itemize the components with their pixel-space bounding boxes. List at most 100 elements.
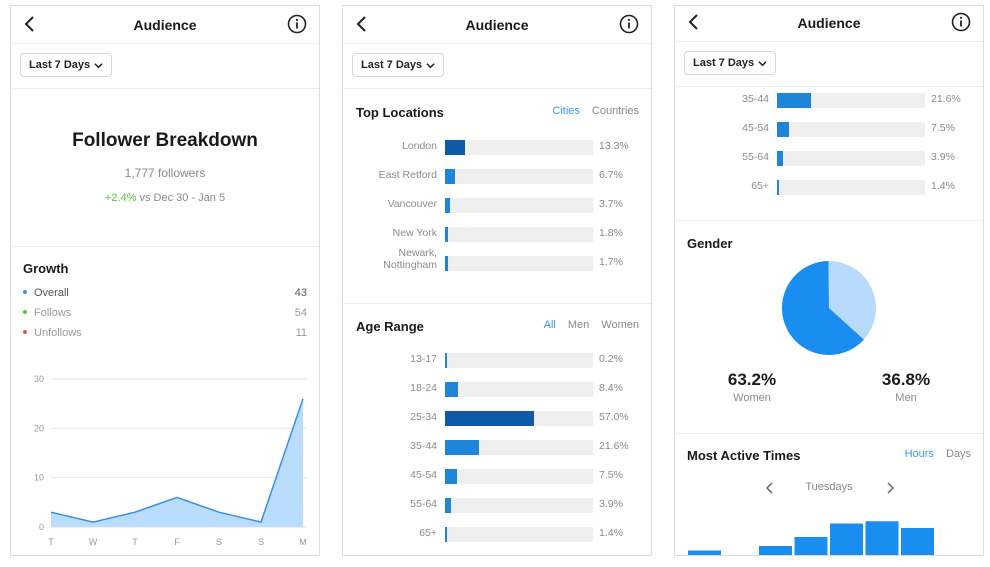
bar-row: 65+ 1.4% [343, 524, 651, 544]
bar-row: 55-64 3.9% [343, 495, 651, 515]
bar-row: 13-17 0.2% [343, 350, 651, 370]
page-title: Audience [133, 17, 197, 33]
chevron-left-icon[interactable] [765, 481, 775, 495]
bar-track [777, 93, 925, 108]
delta-period: vs Dec 30 - Jan 5 [136, 192, 226, 204]
tab-days[interactable]: Days [945, 448, 971, 460]
chevron-down-icon [94, 62, 103, 68]
bar-track [445, 227, 593, 242]
chevron-down-icon [758, 60, 767, 66]
bar-fill [445, 440, 479, 455]
bar-track [445, 353, 593, 368]
bar-track [445, 256, 593, 271]
x-tick-label: M [299, 537, 307, 547]
info-icon[interactable] [951, 12, 971, 32]
bar-row: 45-54 7.5% [343, 466, 651, 486]
women-percent: 63.2% [727, 370, 777, 389]
tab-men[interactable]: Men [567, 319, 590, 331]
bar-row: Newark, Nottingham 1.7% [343, 247, 651, 273]
bar-label: 35-44 [742, 93, 769, 105]
date-range-dropdown[interactable]: Last 7 Days [352, 53, 445, 77]
date-range-dropdown[interactable]: Last 7 Days [20, 53, 113, 77]
info-icon[interactable] [619, 14, 639, 34]
bar-percent: 7.5% [599, 469, 623, 481]
bar-row: 35-44 21.6% [343, 437, 651, 457]
bar-percent: 8.4% [599, 382, 623, 394]
bar-fill [445, 169, 455, 184]
bar-track [777, 180, 925, 195]
date-range-label: Last 7 Days [29, 59, 91, 71]
bar-fill [777, 180, 780, 195]
growth-area [51, 398, 303, 527]
hour-bar [759, 546, 792, 555]
bar-fill [445, 198, 451, 213]
hour-bar [865, 521, 899, 555]
bar-row: 65+ 1.4% [675, 177, 983, 197]
legend-follows: Follows 54 [23, 307, 307, 323]
tab-women[interactable]: Women [601, 319, 639, 331]
legend-overall: Overall 43 [23, 287, 307, 303]
bar-label: East Retford [378, 169, 437, 181]
top-bar: Audience [11, 6, 319, 44]
bar-fill [445, 353, 447, 368]
bar-label: 65+ [419, 527, 437, 539]
bar-track [445, 440, 593, 455]
delta-value: +2.4% [104, 192, 137, 204]
bar-track [445, 469, 593, 484]
back-arrow-icon[interactable] [685, 13, 703, 31]
top-locations-title: Top Locations [356, 105, 444, 120]
legend-unfollows-value: 11 [295, 327, 307, 339]
bar-track [777, 151, 925, 166]
chevron-down-icon [426, 62, 435, 68]
bar-fill [777, 93, 811, 108]
women-label: Women [733, 392, 771, 404]
tab-cities[interactable]: Cities [552, 105, 580, 117]
bar-label: 65+ [751, 180, 769, 192]
legend-unfollows: Unfollows 11 [23, 327, 307, 343]
hour-bar [830, 523, 863, 555]
chevron-right-icon[interactable] [885, 481, 895, 495]
bar-track [777, 122, 925, 137]
bar-track [445, 198, 593, 213]
bar-fill [445, 411, 534, 426]
gender-pie-chart [782, 261, 876, 355]
bar-fill [445, 527, 448, 542]
bar-label: London [401, 140, 437, 152]
hour-bar [688, 550, 721, 555]
bar-label: 25-34 [410, 411, 437, 423]
page-title: Audience [797, 15, 861, 31]
active-hours-bar-chart [688, 521, 934, 555]
bar-row: 55-64 3.9% [675, 148, 983, 168]
bar-fill [777, 122, 789, 137]
top-bar: Audience [343, 6, 651, 44]
legend-overall-value: 43 [294, 287, 307, 299]
tab-all[interactable]: All [543, 319, 556, 331]
bar-fill [445, 382, 459, 397]
bar-percent: 13.3% [599, 140, 629, 152]
tab-hours[interactable]: Hours [904, 448, 934, 460]
bar-label: 55-64 [742, 151, 769, 163]
men-label: Men [895, 392, 917, 404]
growth-title: Growth [23, 261, 69, 276]
legend-unfollows-label: Unfollows [34, 327, 82, 339]
bar-label: 45-54 [410, 469, 437, 481]
audience-screen-gender: Audience Last 7 Days 35-44 21.6% 45-54 7.5%… [674, 5, 984, 556]
bar-percent: 6.7% [599, 169, 623, 181]
section-divider [675, 220, 983, 221]
bar-label: 45-54 [742, 122, 769, 134]
date-range-dropdown[interactable]: Last 7 Days [684, 51, 777, 75]
age-tabs: All Men Women [544, 319, 639, 331]
bar-track [445, 140, 593, 155]
bar-row: 45-54 7.5% [675, 119, 983, 139]
pie-slice-women [782, 261, 864, 355]
tab-countries[interactable]: Countries [591, 105, 639, 117]
page-title: Audience [465, 17, 529, 33]
bar-track [445, 411, 593, 426]
bar-percent: 21.6% [599, 440, 629, 452]
legend-follows-value: 54 [294, 307, 307, 319]
pie-slice-men [828, 261, 876, 340]
back-arrow-icon[interactable] [353, 15, 371, 33]
bar-fill [445, 227, 448, 242]
info-icon[interactable] [287, 14, 307, 34]
back-arrow-icon[interactable] [21, 15, 39, 33]
